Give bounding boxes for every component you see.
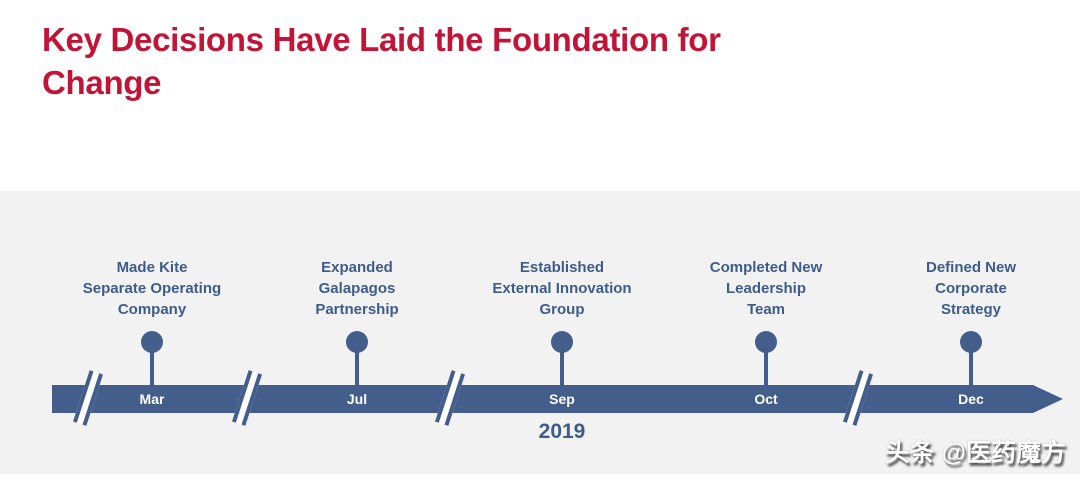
milestone-label: Made Kite Separate Operating Company — [42, 257, 262, 320]
milestone-dot-icon — [960, 331, 982, 353]
milestone-label-line: Corporate — [935, 280, 1007, 297]
page-title: Key Decisions Have Laid the Foundation f… — [42, 18, 972, 104]
milestone-dot-icon — [551, 331, 573, 353]
milestone-month: Dec — [958, 391, 984, 407]
milestone-stem — [355, 350, 359, 386]
milestone-label: Expanded Galapagos Partnership — [247, 257, 467, 320]
milestone-month: Oct — [754, 391, 778, 407]
milestone-label: Completed New Leadership Team — [656, 257, 876, 320]
milestone-stem — [150, 350, 154, 386]
milestone-label-line: Leadership — [725, 280, 807, 297]
milestone-dot-icon — [346, 331, 368, 353]
milestone-label-line: Separate Operating — [82, 280, 222, 297]
milestone-label-line: External Innovation — [492, 280, 632, 297]
milestone-label-line: Completed New — [709, 259, 823, 276]
milestone-label: Defined New Corporate Strategy — [861, 257, 1080, 320]
milestone-label-line: Strategy — [940, 301, 1002, 318]
milestone-label-line: Team — [746, 301, 786, 318]
milestone-stem — [764, 350, 768, 386]
milestone-month: Sep — [549, 391, 575, 407]
milestone-label-line: Group — [539, 301, 585, 318]
milestone-stem — [560, 350, 564, 386]
timeline-background — [0, 191, 1080, 474]
milestone-label-line: Established — [519, 259, 605, 276]
timeline-arrowhead-icon — [1033, 385, 1063, 413]
page-title-line-2: Change — [42, 64, 162, 101]
milestone-label-line: Expanded — [321, 259, 393, 276]
timeline-bar — [52, 385, 1033, 413]
watermark: 头条 @医药魔方 — [884, 439, 1066, 467]
milestone-label-line: Company — [117, 301, 187, 318]
milestone-month: Mar — [139, 391, 165, 407]
milestone-label-line: Made Kite — [116, 259, 188, 276]
milestone-label: Established External Innovation Group — [452, 257, 672, 320]
milestone-stem — [969, 350, 973, 386]
milestone-label-line: Galapagos — [318, 280, 396, 297]
milestone-month: Jul — [346, 391, 368, 407]
milestone-label-line: Partnership — [315, 301, 399, 318]
timeline-year: 2019 — [538, 420, 586, 443]
milestone-dot-icon — [141, 331, 163, 353]
milestone-label-line: Defined New — [925, 259, 1016, 276]
milestone-dot-icon — [755, 331, 777, 353]
page-title-line-1: Key Decisions Have Laid the Foundation f… — [42, 21, 721, 58]
